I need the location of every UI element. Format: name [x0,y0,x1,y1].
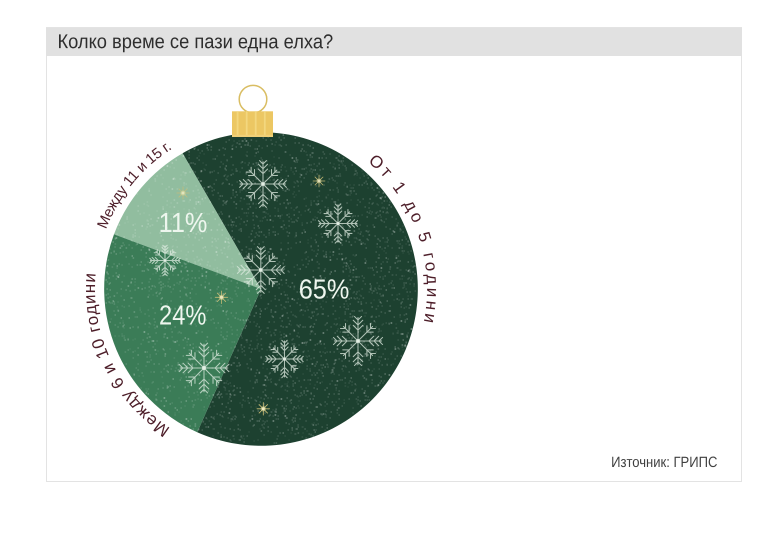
svg-text:24%: 24% [159,301,206,331]
svg-text:65%: 65% [299,274,350,305]
svg-text:11%: 11% [159,207,208,238]
svg-text:Източник: ГРИПС: Източник: ГРИПС [611,453,717,470]
svg-text:Колко време се пази една елха?: Колко време се пази една елха? [57,31,333,53]
